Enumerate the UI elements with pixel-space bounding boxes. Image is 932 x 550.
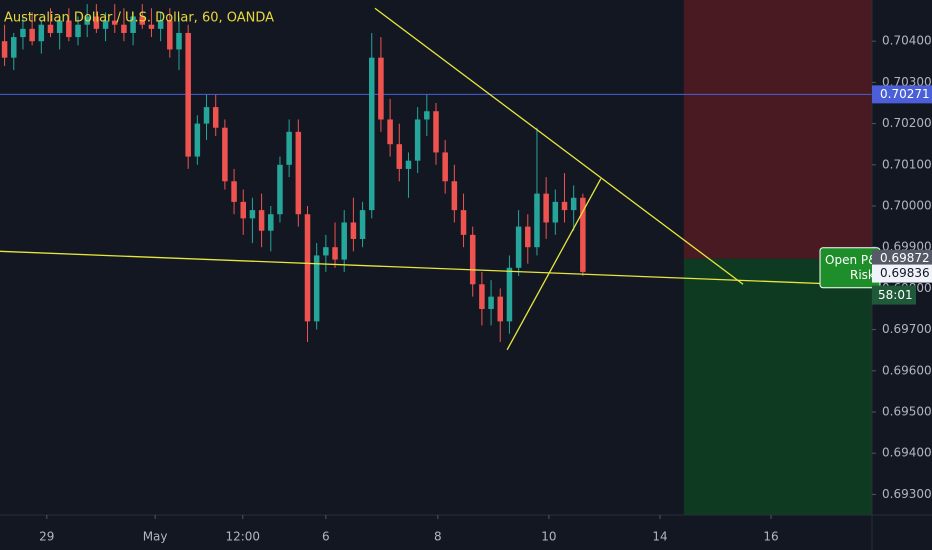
candle-body <box>442 152 448 182</box>
candle-body <box>424 111 430 120</box>
candle-body <box>368 57 375 211</box>
candle-body <box>121 24 127 33</box>
candle-body <box>111 20 118 25</box>
candle-body <box>387 119 393 145</box>
y-tick-label: 0.69400 <box>882 446 932 460</box>
y-tick-label: 0.70000 <box>882 199 932 213</box>
candle-body <box>479 284 485 309</box>
candle-body <box>515 226 522 268</box>
countdown: 58:01 <box>878 288 913 302</box>
candle-body <box>75 24 81 38</box>
candle-body <box>396 144 403 169</box>
trendline <box>506 178 602 351</box>
x-tick-label: 16 <box>763 530 778 544</box>
y-tick-label: 0.69500 <box>882 405 932 419</box>
candle-body <box>460 210 467 235</box>
candle-body <box>451 181 458 211</box>
entry-price-label: 0.69872 <box>880 251 930 265</box>
candle-body <box>240 201 246 219</box>
trendline <box>0 250 873 287</box>
candle-body <box>580 197 586 272</box>
y-tick-label: 0.69600 <box>882 363 932 377</box>
position-label: Risk <box>850 268 875 282</box>
candle-body <box>534 193 540 248</box>
candle-body <box>497 296 504 322</box>
candle-body <box>341 222 347 260</box>
candle-body <box>157 20 164 29</box>
candle-body <box>488 296 494 309</box>
target-zone <box>683 258 872 515</box>
candle-body <box>47 24 54 33</box>
candle-body <box>405 160 412 169</box>
candle-body <box>231 181 237 202</box>
candle-body <box>378 57 384 120</box>
candle-body <box>295 131 302 215</box>
candle-body <box>359 210 366 239</box>
candle-body <box>29 28 35 42</box>
candle-body <box>84 16 90 25</box>
x-tick-label: 14 <box>652 530 667 544</box>
chart-title: Australian Dollar / U.S. Dollar, 60, OAN… <box>4 11 274 26</box>
candle-body <box>258 210 265 231</box>
candle-body <box>1 41 8 58</box>
candle-body <box>222 127 228 182</box>
x-tick-label: 29 <box>39 530 54 544</box>
candle-body <box>130 16 136 33</box>
candle-body <box>414 119 421 161</box>
candle-body <box>249 210 256 219</box>
y-tick-label: 0.69700 <box>882 322 932 336</box>
y-tick-label: 0.70100 <box>882 157 932 171</box>
hline-price-label: 0.70271 <box>880 87 930 101</box>
candle-body <box>11 37 17 58</box>
candle-body <box>506 267 513 322</box>
candle-body <box>56 20 63 33</box>
candle-body <box>102 20 109 29</box>
candle-body <box>323 247 329 256</box>
candle-body <box>268 214 274 231</box>
candle-body <box>433 111 439 153</box>
last-price-label-box <box>872 264 932 283</box>
position-label: Open P& <box>825 253 877 267</box>
entry-price-label-box <box>872 249 932 268</box>
candle-body <box>93 16 100 29</box>
x-tick-label: May <box>143 530 168 544</box>
candle-body <box>66 20 72 38</box>
x-tick-label: 6 <box>322 530 330 544</box>
candle-body <box>38 24 45 42</box>
candle-body <box>543 193 549 223</box>
candle-body <box>286 131 292 165</box>
candle-body <box>304 214 311 322</box>
candle-body <box>552 201 559 223</box>
x-tick-label: 8 <box>434 530 442 544</box>
y-tick-label: 0.70400 <box>882 34 932 48</box>
candle-body <box>194 123 201 157</box>
candle-body <box>176 32 182 50</box>
candle-body <box>313 255 320 322</box>
countdown-box <box>872 285 916 305</box>
candle-body <box>469 234 476 285</box>
candle-body <box>20 28 26 38</box>
y-tick-label: 0.70200 <box>882 116 932 130</box>
candle-body <box>570 197 577 211</box>
last-price-label: 0.69836 <box>880 266 930 280</box>
x-tick-label: 12:00 <box>225 530 260 544</box>
y-tick-label: 0.69300 <box>882 487 932 501</box>
stop-zone <box>683 0 872 259</box>
candle-body <box>203 107 210 124</box>
x-tick-label: 10 <box>541 530 556 544</box>
candle-body <box>185 32 191 157</box>
candle-body <box>277 164 283 215</box>
candle-body <box>212 107 219 128</box>
candle-body <box>167 20 173 50</box>
candle-body <box>139 16 146 25</box>
hline-price-label-box <box>872 85 932 104</box>
candle-body <box>561 201 568 211</box>
candle-body <box>525 226 531 248</box>
candle-body <box>148 24 155 29</box>
trendline <box>374 7 744 285</box>
candle-body <box>332 247 338 260</box>
candle-body <box>350 222 357 239</box>
